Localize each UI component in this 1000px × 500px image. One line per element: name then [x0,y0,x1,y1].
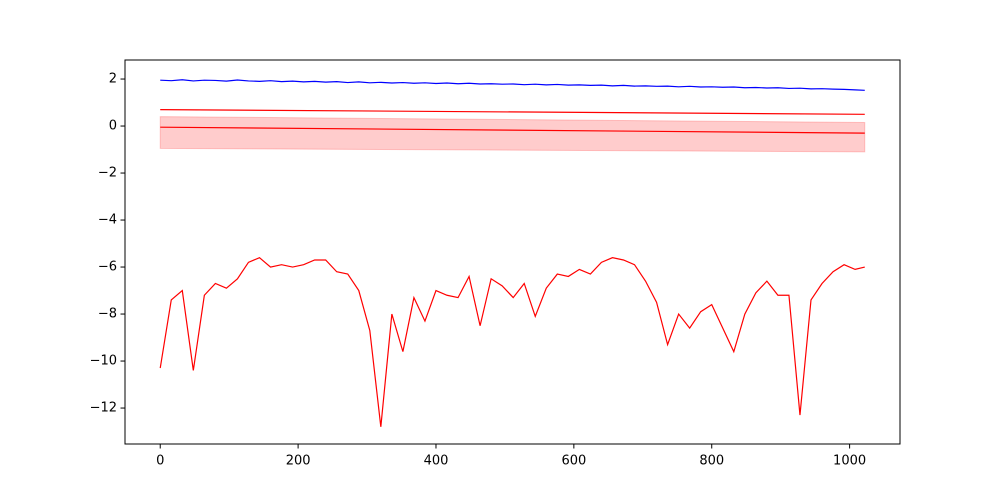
axes-frame [124,59,901,445]
x-tick-label: 400 [424,454,449,469]
y-tick-label: 2 [109,72,117,87]
x-tick-label: 200 [286,454,311,469]
line [160,79,865,91]
y-tick-label: −2 [98,166,117,181]
y-tick-label: −6 [98,260,117,275]
line [159,256,865,427]
x-tick-label: 600 [561,454,586,469]
y-tick-label: 0 [109,119,117,134]
y-tick-label: −10 [90,354,117,369]
confidence-band [159,116,866,153]
line [160,126,865,134]
x-tick-label: 1000 [833,454,866,469]
x-tick-label: 0 [156,454,164,469]
x-tick-label: 800 [699,454,724,469]
line [160,108,865,115]
y-tick-label: −12 [90,401,117,416]
y-tick-label: −8 [98,307,117,322]
y-tick-label: −4 [98,213,117,228]
